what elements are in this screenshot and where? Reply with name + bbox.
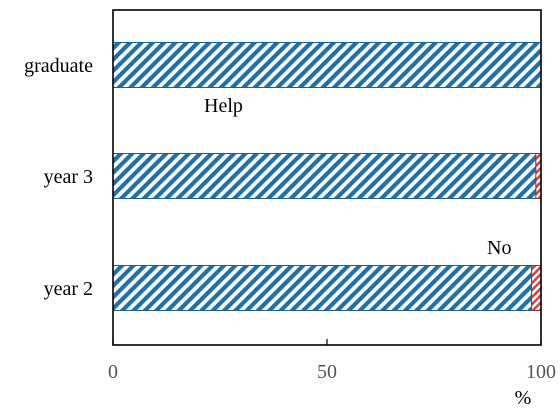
x-tick-label: 0 bbox=[108, 361, 118, 383]
x-tick-label: 50 bbox=[317, 361, 337, 383]
bar-help-graduate bbox=[112, 42, 542, 88]
category-label: graduate bbox=[24, 55, 93, 77]
category-label: year 3 bbox=[44, 166, 93, 188]
series-label-no: No bbox=[487, 237, 511, 259]
bar-group bbox=[112, 42, 542, 311]
series-label-help: Help bbox=[204, 95, 243, 117]
x-tick-label: 100 bbox=[526, 361, 556, 383]
labels: graduate year 3 year 2% Help No bbox=[24, 55, 531, 409]
bar-help-year-3 bbox=[112, 153, 537, 199]
category-label: year 2 bbox=[44, 278, 93, 300]
bar-help-year-2 bbox=[112, 265, 533, 311]
bar-no-year-2 bbox=[531, 265, 542, 311]
x-ticks: 0 50 100 bbox=[108, 339, 556, 383]
x-axis-label: % bbox=[515, 387, 532, 409]
